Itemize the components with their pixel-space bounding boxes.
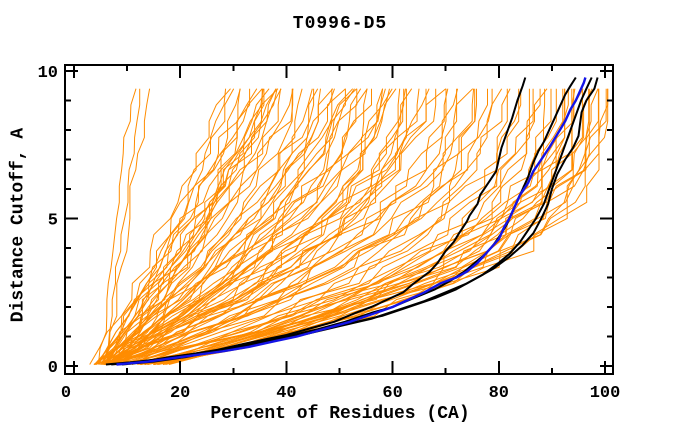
x-tick-label: 60: [382, 384, 402, 403]
ensemble-curve: [116, 88, 263, 365]
ensemble-curve: [93, 88, 294, 365]
ensemble-curve: [105, 88, 358, 365]
ensemble-curve: [101, 88, 368, 365]
ensemble-curve: [144, 88, 534, 365]
ensemble-curve: [102, 88, 151, 365]
x-tick-label: 100: [590, 384, 621, 403]
ensemble-curve: [168, 88, 607, 365]
ensemble-curve: [101, 88, 141, 365]
ensemble-curve: [107, 88, 279, 365]
ensemble-curve: [124, 88, 520, 365]
ensemble-curve: [165, 88, 593, 365]
ensemble-curve: [102, 88, 372, 365]
ensemble-curve: [110, 88, 511, 365]
ensemble-curve: [163, 88, 573, 365]
ensemble-curve: [140, 88, 564, 365]
x-tick-label: 20: [170, 384, 190, 403]
x-tick-label: 40: [276, 384, 296, 403]
ensemble-curve: [109, 88, 427, 365]
ensemble-curve: [110, 88, 474, 365]
ensemble-curve: [153, 88, 609, 365]
ensemble-curve: [125, 88, 541, 365]
x-axis-title: Percent of Residues (CA): [210, 404, 470, 424]
x-tick-label: 80: [489, 384, 509, 403]
ensemble-curve: [109, 88, 333, 365]
ensemble-curve: [107, 88, 397, 365]
reference-curve: [105, 77, 527, 366]
ensemble-curve: [102, 88, 227, 365]
ensemble-curve: [140, 88, 548, 365]
y-tick-label: 5: [48, 212, 58, 231]
ensemble-curve: [108, 88, 354, 365]
ensemble-curve: [98, 88, 251, 365]
ensemble-curve: [116, 88, 282, 365]
ensemble-curve: [103, 88, 368, 365]
ensemble-curve: [121, 88, 477, 365]
ensemble-curve: [104, 88, 430, 365]
ensemble-curve: [121, 88, 401, 365]
ensemble-curve: [105, 88, 315, 365]
ensemble-curve: [97, 88, 137, 365]
plot-title: T0996-D5: [292, 14, 388, 34]
ensemble-curve: [106, 88, 459, 365]
ensemble-curve: [117, 88, 437, 365]
ensemble-curve: [99, 88, 334, 365]
ensemble-curve: [93, 88, 346, 365]
ensemble-curve: [114, 88, 420, 365]
ensemble-curve: [106, 88, 493, 365]
ensemble-curve: [113, 88, 475, 365]
highlight-curve: [116, 77, 587, 366]
ensemble-curve: [114, 88, 393, 365]
ensemble-curve: [106, 88, 405, 365]
ensemble-curve: [131, 88, 449, 365]
ensemble-curve: [147, 88, 566, 365]
ensemble-curve: [104, 88, 277, 365]
y-tick-label: 0: [48, 359, 58, 378]
ensemble-curve: [96, 88, 241, 365]
ensemble-curve: [131, 88, 508, 365]
x-tick-label: 0: [61, 384, 71, 403]
reference-curve: [121, 77, 599, 366]
ensemble-curve: [116, 88, 355, 365]
ensemble-curve: [94, 88, 278, 365]
ensemble-curve: [106, 88, 241, 365]
ensemble-curve: [162, 88, 599, 365]
ensemble-curve: [154, 88, 609, 365]
ensemble-curve: [89, 88, 231, 365]
y-tick-label: 10: [38, 64, 58, 83]
ensemble-curve: [153, 88, 583, 365]
ensemble-curve: [115, 88, 447, 365]
ensemble-curve: [144, 88, 575, 365]
